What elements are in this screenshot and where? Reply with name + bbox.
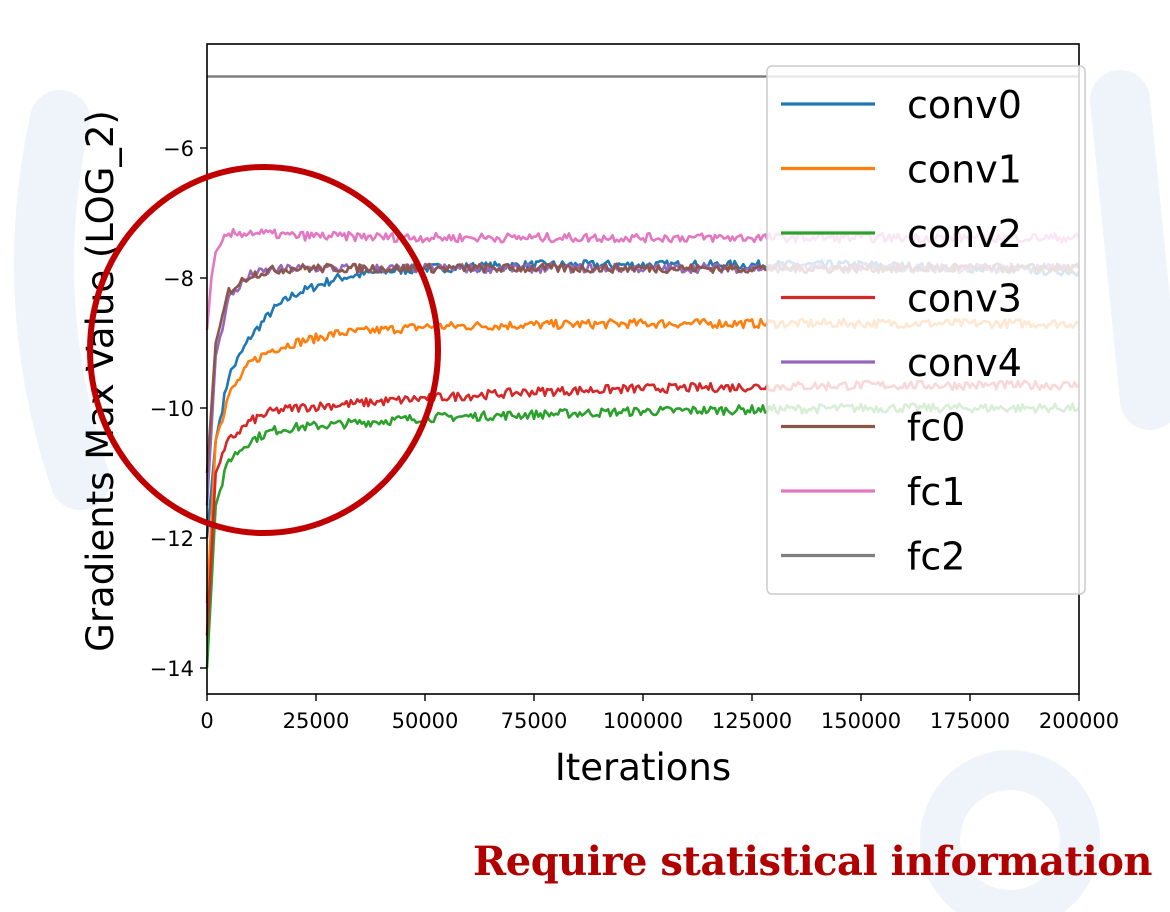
x-tick-label: 75000 bbox=[501, 709, 568, 733]
y-tick-label: −8 bbox=[163, 267, 194, 291]
y-axis-label: Gradients Max Value (LOG_2) bbox=[79, 110, 122, 652]
legend-label-conv1: conv1 bbox=[907, 148, 1022, 192]
legend-label-fc2: fc2 bbox=[907, 535, 965, 579]
y-tick-label: −6 bbox=[163, 137, 194, 161]
y-tick-label: −10 bbox=[150, 397, 194, 421]
legend-label-fc1: fc1 bbox=[907, 470, 965, 514]
x-tick-label: 0 bbox=[200, 709, 213, 733]
legend-label-conv2: conv2 bbox=[907, 212, 1022, 256]
y-axis: −14 −12 −10 −8 −6 bbox=[150, 137, 207, 681]
legend-label-fc0: fc0 bbox=[907, 406, 965, 450]
x-tick-label: 100000 bbox=[603, 709, 683, 733]
y-tick-label: −14 bbox=[150, 657, 194, 681]
legend-label-conv0: conv0 bbox=[907, 83, 1022, 127]
watermark-shapes bbox=[14, 70, 1170, 912]
x-tick-label: 175000 bbox=[930, 709, 1010, 733]
x-axis: 0 25000 50000 75000 100000 125000 150000 175000… bbox=[200, 694, 1119, 733]
x-tick-label: 25000 bbox=[283, 709, 350, 733]
legend-label-conv3: conv3 bbox=[907, 277, 1022, 321]
legend: conv0 conv1 conv2 conv3 conv4 fc0 fc1 fc2 bbox=[766, 65, 1086, 595]
x-axis-label: Iterations bbox=[555, 746, 731, 789]
caption: Require statistical information bbox=[473, 838, 1152, 885]
y-tick-label: −12 bbox=[150, 527, 194, 551]
legend-box bbox=[766, 65, 1086, 595]
legend-label-conv4: conv4 bbox=[907, 341, 1022, 385]
x-tick-label: 50000 bbox=[392, 709, 459, 733]
x-tick-label: 150000 bbox=[821, 709, 901, 733]
x-tick-label: 200000 bbox=[1039, 709, 1119, 733]
x-tick-label: 125000 bbox=[712, 709, 792, 733]
highlight-circle bbox=[87, 164, 441, 536]
